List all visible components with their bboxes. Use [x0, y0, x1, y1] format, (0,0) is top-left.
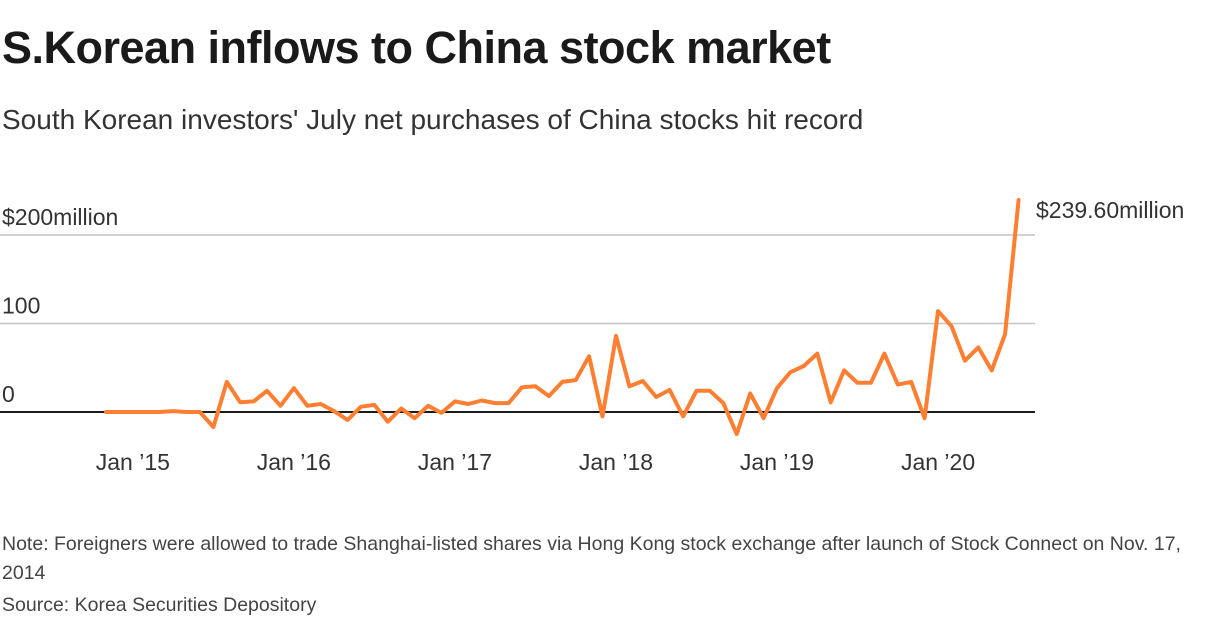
chart-note: Note: Foreigners were allowed to trade S…: [2, 533, 1181, 584]
x-tick-label: Jan ’19: [740, 449, 814, 475]
chart-title: S.Korean inflows to China stock market: [2, 22, 831, 73]
last-value-annotation: $239.60million: [1036, 197, 1184, 223]
x-tick-label: Jan ’15: [96, 449, 170, 475]
x-tick-label: Jan ’20: [901, 449, 975, 475]
y-tick-label: 100: [2, 293, 40, 319]
x-tick-label: Jan ’16: [257, 449, 331, 475]
x-tick-label: Jan ’17: [418, 449, 492, 475]
chart-source: Source: Korea Securities Depository: [2, 594, 317, 616]
chart-subtitle: South Korean investors' July net purchas…: [2, 104, 864, 135]
y-tick-label: $200million: [2, 204, 118, 230]
x-tick-label: Jan ’18: [579, 449, 653, 475]
y-tick-label: 0: [2, 381, 15, 407]
